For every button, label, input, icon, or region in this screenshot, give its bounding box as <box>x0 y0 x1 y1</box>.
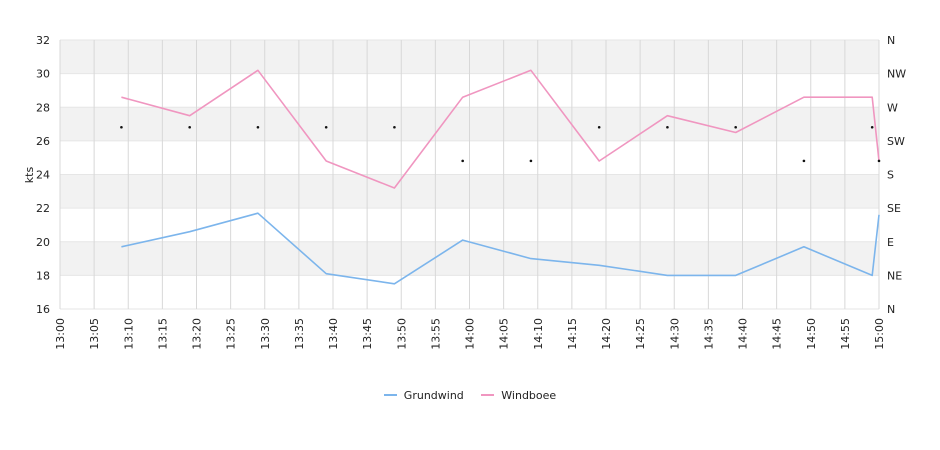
y-axis-label: kts <box>23 167 36 184</box>
x-tick-label: 13:55 <box>429 318 442 350</box>
x-tick-label: 14:10 <box>532 318 545 350</box>
x-tick-label: 14:15 <box>566 318 579 350</box>
x-tick-label: 14:25 <box>634 318 647 350</box>
x-tick-label: 13:05 <box>88 318 101 350</box>
x-tick-label: 13:40 <box>327 318 340 350</box>
direction-markers <box>120 125 881 163</box>
y-tick-label: 18 <box>36 269 50 282</box>
direction-marker <box>666 125 669 129</box>
x-tick-label: 13:30 <box>259 318 272 350</box>
direction-tick-label: N <box>887 34 895 47</box>
direction-tick-label: SE <box>887 202 901 215</box>
x-tick-label: 13:35 <box>293 318 306 350</box>
direction-marker <box>802 159 806 163</box>
y-tick-label: 26 <box>36 135 50 148</box>
x-tick-label: 13:45 <box>361 318 374 350</box>
x-tick-label: 13:20 <box>191 318 204 350</box>
y-tick-label: 28 <box>36 101 50 114</box>
legend-item-grundwind[interactable]: Grundwind <box>383 388 464 402</box>
legend-swatch-windboee <box>481 394 495 396</box>
y-tick-label: 32 <box>36 34 50 47</box>
direction-marker <box>529 159 533 163</box>
x-tick-label: 13:00 <box>54 318 67 350</box>
legend-swatch-grundwind <box>383 394 397 396</box>
y-tick-label: 22 <box>36 202 50 215</box>
direction-marker <box>393 125 396 129</box>
direction-marker <box>256 125 260 129</box>
direction-marker <box>120 125 123 129</box>
y-axis-tick-labels: 16 18 20 22 24 26 28 30 32 <box>36 34 50 316</box>
x-tick-label: 15:00 <box>873 318 886 350</box>
legend-item-windboee[interactable]: Windboee <box>481 389 556 402</box>
direction-marker <box>877 159 881 163</box>
y-tick-label: 24 <box>36 169 50 182</box>
x-tick-label: 14:00 <box>464 318 477 350</box>
x-tick-label: 14:35 <box>702 318 715 350</box>
direction-marker <box>188 125 191 129</box>
series-lines <box>121 69 880 285</box>
x-tick-label: 14:55 <box>839 318 852 350</box>
x-tick-label: 13:10 <box>122 318 135 350</box>
x-tick-label: 14:45 <box>771 318 784 350</box>
x-tick-label: 14:20 <box>600 318 613 350</box>
x-tick-label: 14:50 <box>805 318 818 350</box>
series-line-grundwind <box>121 212 880 285</box>
x-tick-label: 13:15 <box>156 318 169 350</box>
direction-marker <box>597 125 601 129</box>
series-line-windboee <box>121 69 880 189</box>
x-tick-label: 13:50 <box>395 318 408 350</box>
direction-tick-label: S <box>887 169 894 182</box>
x-tick-label: 14:05 <box>498 318 511 350</box>
y-tick-label: 16 <box>36 303 50 316</box>
legend: Grundwind Windboee <box>0 386 940 402</box>
y-tick-label: 20 <box>36 236 50 249</box>
direction-tick-label: N <box>887 303 895 316</box>
direction-tick-label: NE <box>887 269 902 282</box>
direction-axis-tick-labels: N NE E SE S SW W NW N <box>887 34 906 316</box>
direction-tick-label: SW <box>887 135 905 148</box>
direction-tick-label: NW <box>887 68 906 81</box>
direction-marker <box>324 125 328 129</box>
x-axis-tick-labels: 13:00 13:05 13:10 13:15 13:20 13:25 13:30 13:35… <box>54 318 886 350</box>
x-tick-label: 13:25 <box>225 318 238 350</box>
direction-marker <box>870 125 874 129</box>
legend-label-grundwind: Grundwind <box>403 388 464 402</box>
y-tick-label: 30 <box>36 68 50 81</box>
direction-marker <box>461 159 464 163</box>
direction-tick-label: E <box>887 236 894 249</box>
direction-marker <box>734 125 737 129</box>
legend-label-windboee: Windboee <box>501 388 557 402</box>
x-tick-label: 14:30 <box>668 318 681 350</box>
direction-tick-label: W <box>887 101 898 114</box>
x-tick-label: 14:40 <box>737 318 750 350</box>
